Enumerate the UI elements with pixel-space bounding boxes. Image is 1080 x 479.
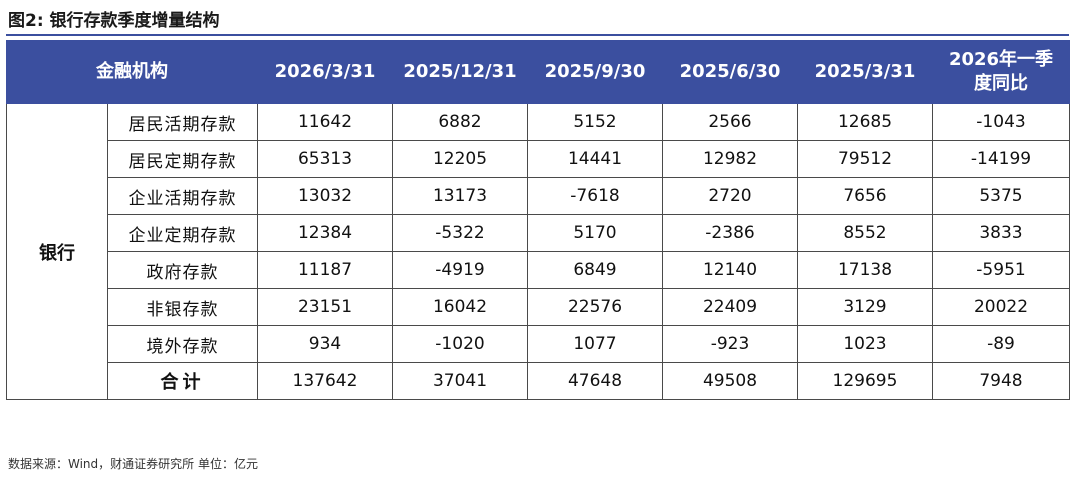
title-divider — [6, 34, 1069, 36]
table-row: 政府存款 11187 -4919 6849 12140 17138 -5951 — [7, 251, 1070, 289]
table-cell: 12384 — [257, 214, 393, 252]
table-cell: -7618 — [527, 177, 663, 215]
table-cell: 2566 — [662, 103, 798, 141]
table-cell: 23151 — [257, 288, 393, 326]
table-cell: 79512 — [797, 140, 933, 178]
total-cell: 129695 — [797, 362, 933, 400]
table-cell: 12140 — [662, 251, 798, 289]
table-cell: 1023 — [797, 325, 933, 363]
row-label: 居民定期存款 — [107, 140, 258, 178]
header-row: 金融机构 2026/3/31 2025/12/31 2025/9/30 2025… — [6, 40, 1070, 104]
table-cell: 5170 — [527, 214, 663, 252]
table-cell: 22409 — [662, 288, 798, 326]
total-cell: 37041 — [392, 362, 528, 400]
table-cell: 14441 — [527, 140, 663, 178]
table-cell: 6849 — [527, 251, 663, 289]
header-2025-3-31: 2025/3/31 — [797, 40, 933, 104]
header-yoy: 2026年一季度同比 — [932, 40, 1070, 104]
table-cell: -4919 — [392, 251, 528, 289]
table-cell: 2720 — [662, 177, 798, 215]
table-cell: -5951 — [932, 251, 1070, 289]
row-label: 政府存款 — [107, 251, 258, 289]
table-cell: 3833 — [932, 214, 1070, 252]
figure-title: 图2: 银行存款季度增量结构 — [8, 11, 220, 31]
table-cell: 12982 — [662, 140, 798, 178]
header-2025-9-30: 2025/9/30 — [527, 40, 663, 104]
header-institution: 金融机构 — [6, 40, 258, 104]
table-cell: 17138 — [797, 251, 933, 289]
table-cell: -14199 — [932, 140, 1070, 178]
table-cell: 11187 — [257, 251, 393, 289]
table-cell: -1020 — [392, 325, 528, 363]
table-row: 银行 居民活期存款 11642 6882 5152 2566 12685 -10… — [6, 103, 1070, 400]
table-cell: -2386 — [662, 214, 798, 252]
table-cell: -89 — [932, 325, 1070, 363]
table-row: 企业活期存款 13032 13173 -7618 2720 7656 5375 — [7, 177, 1070, 215]
table-cell: 13032 — [257, 177, 393, 215]
table-cell: 934 — [257, 325, 393, 363]
table-cell: 1077 — [527, 325, 663, 363]
table-row: 非银存款 23151 16042 22576 22409 3129 20022 — [7, 288, 1070, 326]
deposit-table: 金融机构 2026/3/31 2025/12/31 2025/9/30 2025… — [6, 40, 1070, 400]
table-cell: 11642 — [257, 103, 393, 141]
table-cell: 20022 — [932, 288, 1070, 326]
table-cell: 5152 — [527, 103, 663, 141]
institution-cell: 银行 — [6, 103, 108, 400]
header-2026-3-31: 2026/3/31 — [257, 40, 393, 104]
table-cell: -5322 — [392, 214, 528, 252]
table-cell: 6882 — [392, 103, 528, 141]
table-cell: 8552 — [797, 214, 933, 252]
table-cell: -1043 — [932, 103, 1070, 141]
total-cell: 137642 — [257, 362, 393, 400]
table-cell: 16042 — [392, 288, 528, 326]
table-row: 居民定期存款 65313 12205 14441 12982 79512 -14… — [7, 140, 1070, 178]
table-cell: 22576 — [527, 288, 663, 326]
table-cell: 12685 — [797, 103, 933, 141]
source-note: 数据来源：Wind，财通证券研究所 单位：亿元 — [8, 457, 258, 471]
row-label: 境外存款 — [107, 325, 258, 363]
total-cell: 47648 — [527, 362, 663, 400]
total-cell: 7948 — [932, 362, 1070, 400]
row-label: 居民活期存款 — [107, 103, 258, 141]
total-cell: 49508 — [662, 362, 798, 400]
row-label: 企业定期存款 — [107, 214, 258, 252]
table-cell: 7656 — [797, 177, 933, 215]
table-cell: 65313 — [257, 140, 393, 178]
table-cell: 13173 — [392, 177, 528, 215]
table-cell: -923 — [662, 325, 798, 363]
header-2025-6-30: 2025/6/30 — [662, 40, 798, 104]
table-row: 境外存款 934 -1020 1077 -923 1023 -89 — [7, 325, 1070, 363]
table-cell: 12205 — [392, 140, 528, 178]
total-label: 合计 — [107, 362, 258, 400]
table-cell: 5375 — [932, 177, 1070, 215]
row-label: 企业活期存款 — [107, 177, 258, 215]
row-label: 非银存款 — [107, 288, 258, 326]
table-row: 企业定期存款 12384 -5322 5170 -2386 8552 3833 — [7, 214, 1070, 252]
table-cell: 3129 — [797, 288, 933, 326]
total-row: 合计 137642 37041 47648 49508 129695 7948 — [7, 362, 1070, 400]
header-2025-12-31: 2025/12/31 — [392, 40, 528, 104]
